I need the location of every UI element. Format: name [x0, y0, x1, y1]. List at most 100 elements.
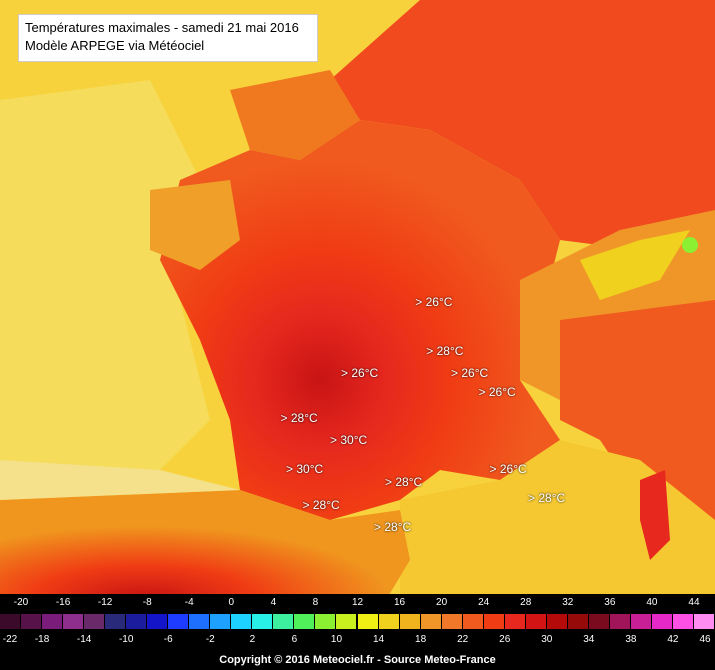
legend-tick: 16: [393, 597, 406, 608]
temperature-label: > 30°C: [330, 433, 368, 448]
temperature-label: > 28°C: [374, 520, 412, 535]
legend-tick: 8: [312, 597, 319, 608]
legend-swatch: [672, 614, 694, 629]
legend-swatch: [84, 614, 106, 629]
legend-tick: 6: [291, 634, 298, 645]
legend-swatch: [378, 614, 400, 629]
legend-swatch: [294, 614, 316, 629]
mediterranean-sea: [400, 440, 715, 610]
channel-coast: [230, 70, 360, 160]
temperature-label: > 28°C: [385, 475, 423, 490]
temperature-label: > 26°C: [489, 462, 527, 477]
legend-swatch: [63, 614, 85, 629]
legend-tick: -22: [2, 634, 18, 645]
temperature-map: [0, 0, 715, 610]
map-title: Températures maximales - samedi 21 mai 2…: [25, 20, 299, 35]
copyright-text: Copyright © 2016 Meteociel.fr - Source M…: [219, 654, 496, 666]
temperature-label: > 26°C: [341, 366, 379, 380]
legend-swatch: [273, 614, 295, 629]
legend-tick: 28: [520, 597, 532, 608]
legend-swatch: [168, 614, 190, 629]
legend-tick: 2: [249, 634, 256, 645]
spain: [0, 490, 410, 610]
legend-tick: -8: [142, 597, 152, 608]
atlantic-ocean: [0, 80, 210, 470]
legend-tick: 36: [604, 597, 616, 608]
legend-tick: -16: [55, 597, 71, 608]
legend-tick: -6: [163, 634, 173, 645]
temperature-label: > 28°C: [426, 343, 464, 358]
temperature-label: > 26°C: [478, 385, 516, 400]
legend-swatch: [420, 614, 442, 629]
legend-tick: -18: [34, 634, 50, 645]
legend-swatch: [693, 614, 715, 629]
legend-tick: -20: [13, 597, 29, 608]
temperature-label: > 28°C: [528, 491, 566, 506]
legend-tick: 12: [351, 597, 364, 608]
temperature-label: > 28°C: [302, 497, 340, 512]
legend-swatch: [0, 614, 22, 629]
legend-swatch: [126, 614, 148, 629]
temperature-label: > 26°C: [415, 295, 453, 310]
legend-tick: 46: [699, 634, 711, 645]
legend-swatch: [315, 614, 337, 629]
legend-swatch: [147, 614, 169, 629]
color-legend: -22 -20 -18 -16 -14 -12 -10 -8 -6 -4 -2 0 2 4 6 8 10 12 14…: [0, 594, 715, 670]
legend-swatch: [21, 614, 43, 629]
legend-swatch: [441, 614, 463, 629]
legend-swatch: [609, 614, 631, 629]
temperature-label: > 26°C: [451, 366, 489, 380]
france: [160, 120, 560, 520]
legend-swatch: [252, 614, 274, 629]
legend-swatch: [651, 614, 673, 629]
legend-swatch: [504, 614, 526, 629]
legend-tick: 32: [562, 597, 574, 608]
legend-tick: 34: [583, 634, 595, 645]
legend-swatch: [189, 614, 211, 629]
legend-tick: 18: [415, 634, 427, 645]
legend-tick: 44: [688, 597, 700, 608]
legend-tick: 42: [667, 634, 679, 645]
map-canvas: [0, 0, 715, 610]
legend-swatch: [399, 614, 421, 629]
legend-tick: 0: [228, 597, 235, 608]
legend-tick: 20: [436, 597, 448, 608]
legend-swatch: [483, 614, 505, 629]
legend-tick: 22: [457, 634, 469, 645]
legend-tick: 30: [541, 634, 553, 645]
legend-tick: 10: [330, 634, 343, 645]
map-subtitle: Modèle ARPEGE via Météociel: [25, 38, 205, 53]
legend-swatch: [630, 614, 652, 629]
alps-cold-spot: [682, 237, 698, 253]
legend-swatch: [546, 614, 568, 629]
alps-peaks: [580, 230, 690, 300]
brittany: [150, 180, 240, 270]
legend-tick: -4: [184, 597, 194, 608]
legend-swatch: [231, 614, 253, 629]
legend-tick: -14: [76, 634, 92, 645]
legend-swatch: [525, 614, 547, 629]
temperature-label: > 28°C: [280, 410, 318, 425]
legend-tick: 40: [646, 597, 658, 608]
legend-tick: -12: [97, 597, 113, 608]
legend-tick: 26: [499, 634, 511, 645]
temperature-label: > 30°C: [286, 462, 324, 477]
legend-swatch: [357, 614, 379, 629]
legend-tick: -10: [118, 634, 134, 645]
legend-swatch: [336, 614, 358, 629]
legend-swatch: [462, 614, 484, 629]
legend-tick: 14: [372, 634, 385, 645]
legend-swatch: [105, 614, 127, 629]
legend-tick: 4: [270, 597, 277, 608]
legend-swatch: [588, 614, 610, 629]
legend-swatch: [42, 614, 64, 629]
legend-swatch: [210, 614, 232, 629]
legend-tick: 24: [478, 597, 490, 608]
northern-europe: [330, 0, 715, 260]
legend-tick: 38: [625, 634, 637, 645]
bay-of-biscay: [0, 460, 240, 500]
title-box: Températures maximales - samedi 21 mai 2…: [18, 14, 318, 62]
legend-tick: -2: [205, 634, 215, 645]
corsica: [640, 470, 670, 560]
legend-swatch: [567, 614, 589, 629]
